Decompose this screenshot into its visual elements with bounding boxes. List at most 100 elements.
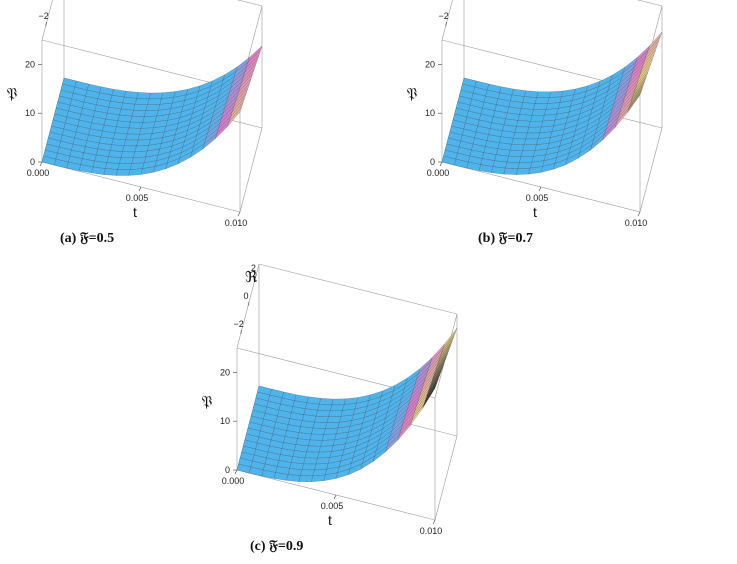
caption-c: (c) 𝔉=0.9 <box>250 539 304 554</box>
surface-mesh <box>236 327 458 482</box>
t-tick-label: 0.005 <box>126 193 149 203</box>
surface-patch <box>131 110 147 117</box>
p-tick-label: 10 <box>25 108 35 118</box>
surface-patch <box>128 121 144 129</box>
surface-patch <box>106 156 122 164</box>
surface-patch <box>108 150 123 158</box>
p-tick-label: 20 <box>25 59 35 69</box>
surface-patch <box>148 92 164 100</box>
surface-patch <box>627 90 642 113</box>
p-axis: 0 10 20 𝔓 <box>202 367 237 475</box>
p-tick-label: 0 <box>225 465 230 475</box>
p-axis-title: 𝔓 <box>407 85 418 103</box>
surface-patch <box>103 168 119 176</box>
surface-patch <box>119 157 134 164</box>
surface-patch <box>522 96 537 104</box>
surface-patch <box>312 421 328 429</box>
p-axis: 0 10 20 𝔓 <box>7 59 42 167</box>
box-edge <box>258 263 458 315</box>
t-tick-mark <box>237 211 241 217</box>
r-tick-mark <box>247 301 250 307</box>
t-tick-mark <box>333 494 337 500</box>
r-tick-label: −2 <box>439 11 449 21</box>
box-edge <box>237 0 263 7</box>
surface-patch <box>525 132 540 140</box>
surface-patch <box>325 422 340 429</box>
surface-patch <box>326 416 342 423</box>
surface-patch <box>514 126 530 134</box>
surface-patch <box>127 127 142 135</box>
t-axis: 0.000 0.005 0.010 t <box>427 161 647 228</box>
r-axis-title: ℜ <box>245 268 258 286</box>
t-tick-mark <box>138 186 142 192</box>
surface-patch <box>328 410 343 417</box>
surface-patch <box>311 427 326 435</box>
surface-patch <box>536 91 551 98</box>
surface-patch <box>322 433 337 441</box>
surface-patch <box>227 107 242 127</box>
surface-patch <box>136 92 151 100</box>
surface-patch <box>130 116 145 123</box>
surface-patch <box>134 98 150 105</box>
surface-patch <box>520 150 536 157</box>
r-tick-mark <box>240 329 242 335</box>
surface-patch <box>306 445 321 453</box>
p-axis-title: 𝔓 <box>7 85 18 103</box>
surface-patch <box>315 410 331 417</box>
surface-patch <box>530 115 545 122</box>
surface-patch <box>329 404 345 412</box>
r-tick-label: −2 <box>39 11 49 21</box>
box-edge <box>434 435 458 521</box>
surface-patch <box>516 168 531 175</box>
surface-mesh <box>41 45 263 176</box>
r-tick-mark <box>45 21 47 27</box>
p-axis: 0 10 20 𝔓 <box>407 59 442 167</box>
box-edge <box>41 39 241 91</box>
t-tick-mark <box>432 519 436 525</box>
surface-patch <box>523 138 539 146</box>
surface-patch <box>528 121 544 128</box>
p-tick-label: 10 <box>220 416 230 426</box>
surface-patch <box>527 126 542 134</box>
surface-patch <box>315 457 331 465</box>
r-axis: −2 0 2ℜ <box>234 263 258 335</box>
surface-patch <box>309 433 325 441</box>
t-tick-label: 0.010 <box>420 526 443 536</box>
surface-patch <box>509 144 525 152</box>
surface-patch <box>304 451 320 459</box>
surface-patch <box>139 127 154 135</box>
surface-patch <box>117 163 133 170</box>
surface-patch <box>317 451 332 459</box>
surface-patch <box>120 151 136 158</box>
surface-patch <box>513 132 528 140</box>
surface-patch <box>516 120 531 128</box>
box-edge <box>239 127 263 213</box>
surface-patch <box>133 150 148 158</box>
box-edge <box>639 127 663 213</box>
surface-patch <box>314 416 329 423</box>
surface-patch <box>511 138 526 146</box>
surface-patch <box>319 398 334 406</box>
surface-mesh <box>441 31 663 175</box>
surface-patch <box>508 150 523 157</box>
t-tick-mark <box>538 186 542 192</box>
p-tick-label: 20 <box>425 59 435 69</box>
t-tick-label: 0.005 <box>321 501 344 511</box>
surface-patch <box>105 162 120 170</box>
p-tick-label: 20 <box>220 367 230 377</box>
surface-patch <box>323 427 339 435</box>
box-edge <box>637 0 663 7</box>
surface-patch <box>519 108 534 116</box>
surface-patch <box>298 475 314 482</box>
caption-a: (a) 𝔉=0.5 <box>60 231 115 246</box>
surface-plot-c: 0.000 0.005 0.010 t 0 10 20 𝔓 −2 0 2 ℜ <box>195 263 525 538</box>
surface-patch <box>519 156 534 163</box>
surface-patch <box>506 156 522 163</box>
p-tick-label: 10 <box>425 108 435 118</box>
surface-patch <box>300 469 315 477</box>
t-axis-title: t <box>533 204 537 220</box>
r-tick-label: −2 <box>234 319 244 329</box>
